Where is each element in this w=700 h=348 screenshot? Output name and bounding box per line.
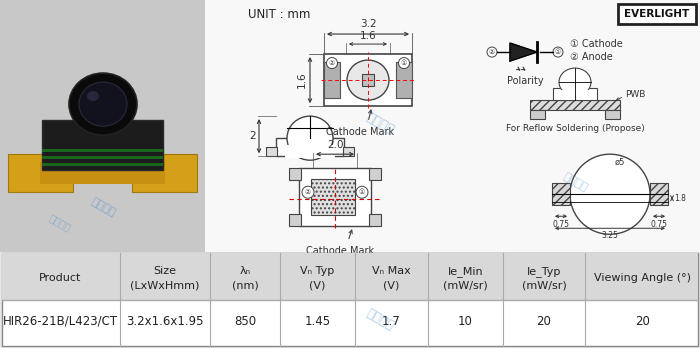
Text: EVERLIGHT: EVERLIGHT [624,9,690,19]
Bar [289,214,301,226]
Text: ø5: ø5 [615,158,625,167]
Bar [42,120,163,170]
Text: ②: ② [305,189,311,195]
Ellipse shape [79,82,127,126]
Text: Cathode Mark: Cathode Mark [326,127,394,137]
Text: 1.6: 1.6 [360,31,377,41]
Bar [266,147,277,156]
Text: ① Cathode: ① Cathode [570,39,623,49]
Ellipse shape [287,116,333,160]
Bar [299,168,371,226]
Text: Cathode Mark: Cathode Mark [306,246,374,256]
Bar [289,168,301,180]
Text: (LxWxHmm): (LxWxHmm) [130,280,199,290]
Bar [276,138,344,156]
Ellipse shape [347,60,389,100]
Circle shape [553,47,563,57]
Text: Ie_Min: Ie_Min [448,266,483,277]
Text: 超毅电子: 超毅电子 [561,171,589,193]
Circle shape [398,57,409,69]
Text: (nm): (nm) [232,280,258,290]
Circle shape [356,186,368,198]
Text: ②: ② [489,49,495,55]
Bar [396,62,412,98]
Bar [530,100,620,110]
Bar [132,154,197,192]
Text: ②: ② [329,60,335,66]
Bar [285,145,335,158]
Bar [530,110,545,119]
Text: 2.0: 2.0 [327,140,343,150]
Text: 1.7: 1.7 [382,315,401,327]
Bar [324,62,340,98]
Bar [40,162,165,184]
Ellipse shape [87,91,99,101]
Bar [205,0,700,252]
Bar [552,183,570,205]
Bar [0,0,205,252]
Bar [8,154,73,192]
Ellipse shape [69,73,137,135]
Text: ①: ① [401,60,407,66]
Text: Vₙ Typ: Vₙ Typ [300,266,335,276]
Text: Size: Size [153,266,176,276]
Text: 1.45: 1.45 [304,315,330,327]
Text: 超毅电子: 超毅电子 [364,307,396,333]
Text: Product: Product [38,273,81,283]
Text: ② Anode: ② Anode [570,52,612,62]
Text: 超毅电子: 超毅电子 [364,111,396,137]
Text: 10: 10 [458,315,473,327]
Bar [369,214,381,226]
Circle shape [487,47,497,57]
Text: Polarity: Polarity [507,76,543,86]
Bar [558,90,592,100]
Text: UNIT : mm: UNIT : mm [248,8,310,21]
Text: 0.75: 0.75 [552,220,570,229]
Text: (V): (V) [384,280,400,290]
Bar [343,147,354,156]
Text: 0.75: 0.75 [650,220,668,229]
Bar [618,4,696,24]
Text: 3.25: 3.25 [601,231,618,240]
Text: 超毅电子: 超毅电子 [48,212,73,232]
Text: HIR26-21B/L423/CT: HIR26-21B/L423/CT [2,315,118,327]
Text: For Reflow Soldering (Propose): For Reflow Soldering (Propose) [505,124,645,133]
Bar [324,54,412,106]
Circle shape [302,186,314,198]
Text: 850: 850 [234,315,256,327]
Text: Vₙ Max: Vₙ Max [372,266,411,276]
Text: 3.2x1.6x1.95: 3.2x1.6x1.95 [126,315,204,327]
Bar [553,88,597,100]
Text: ①: ① [555,49,561,55]
Bar [369,168,381,180]
Text: ①: ① [359,189,365,195]
Text: 1.6: 1.6 [297,72,307,88]
Text: (V): (V) [309,280,326,290]
Text: 1.8: 1.8 [674,194,686,203]
Bar [42,156,163,159]
Bar [2,253,698,300]
Text: 20: 20 [537,315,552,327]
Bar [650,183,668,205]
Bar [42,163,163,166]
Text: 20: 20 [635,315,650,327]
Text: λₙ: λₙ [239,266,251,276]
Text: 2: 2 [249,131,256,141]
Text: Viewing Angle (°): Viewing Angle (°) [594,273,691,283]
Bar [42,149,163,152]
Circle shape [326,57,337,69]
Text: (mW/sr): (mW/sr) [443,280,488,290]
Bar [311,179,355,215]
Text: (mW/sr): (mW/sr) [522,280,566,290]
Circle shape [570,154,650,234]
Polygon shape [510,43,537,61]
Ellipse shape [559,68,591,96]
Text: PWB: PWB [625,90,645,98]
Bar [362,74,374,86]
Bar [605,110,620,119]
Text: 超毅电子: 超毅电子 [89,196,117,218]
Text: Ie_Typ: Ie_Typ [527,266,561,277]
Text: 3.2: 3.2 [360,19,377,29]
